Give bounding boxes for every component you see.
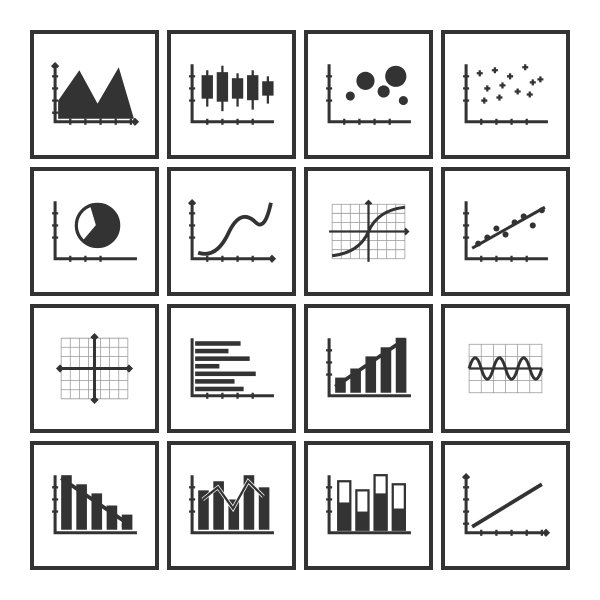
icon-curve-chart	[167, 167, 296, 296]
chart-icon-grid	[30, 30, 570, 570]
icon-pie-chart	[30, 167, 159, 296]
icon-area-chart	[30, 30, 159, 159]
icon-scatter-trend	[441, 167, 570, 296]
icon-bubble-chart	[304, 30, 433, 159]
icon-linear-trend	[441, 441, 570, 570]
icon-stacked-bar	[304, 441, 433, 570]
icon-function-grid	[304, 167, 433, 296]
icon-horizontal-bar	[167, 304, 296, 433]
icon-candlestick-chart	[167, 30, 296, 159]
icon-quadrant-grid	[30, 304, 159, 433]
icon-decline-bar	[30, 441, 159, 570]
icon-growth-bar	[304, 304, 433, 433]
icon-scatter-plus	[441, 30, 570, 159]
icon-sine-wave	[441, 304, 570, 433]
icon-bar-line-combo	[167, 441, 296, 570]
